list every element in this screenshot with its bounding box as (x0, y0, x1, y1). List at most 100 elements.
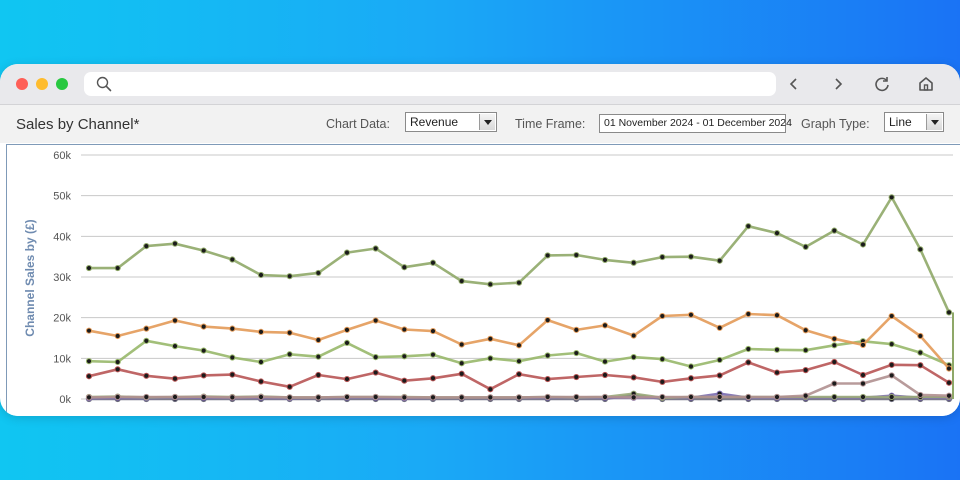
data-point (945, 392, 953, 399)
series-line (89, 195, 951, 313)
data-point (573, 349, 580, 357)
data-point (229, 394, 236, 401)
time-frame-value: 01 November 2024 - 01 December 2024 (604, 117, 792, 129)
data-point (401, 394, 408, 401)
chevron-left-icon[interactable] (784, 74, 804, 94)
chart-data-value: Revenue (410, 115, 459, 129)
data-point (85, 358, 93, 365)
data-point (773, 369, 781, 376)
data-point (487, 386, 494, 393)
data-point (544, 317, 551, 324)
maximize-window-button[interactable] (56, 78, 68, 90)
data-point (515, 358, 523, 365)
data-point (401, 377, 408, 384)
report-toolbar: Sales by Channel* Chart Data: Revenue Ti… (0, 105, 960, 143)
data-point (601, 358, 609, 365)
data-point (716, 356, 723, 364)
data-point (315, 336, 322, 344)
data-point (458, 370, 465, 377)
data-point (888, 312, 895, 320)
close-window-button[interactable] (16, 78, 28, 90)
data-point (659, 356, 666, 363)
data-point (888, 393, 895, 401)
data-point (659, 378, 666, 386)
data-point (114, 358, 121, 366)
minimize-window-button[interactable] (36, 78, 48, 90)
data-point (286, 329, 293, 336)
address-bar[interactable] (84, 72, 776, 96)
data-point (831, 358, 838, 366)
data-point (917, 246, 924, 253)
data-point (458, 394, 465, 401)
data-point (343, 375, 351, 383)
data-point (114, 393, 121, 401)
data-point (114, 264, 121, 272)
data-point (229, 256, 236, 263)
data-point (286, 273, 293, 280)
data-point (429, 327, 437, 335)
data-point (143, 337, 150, 344)
chart-data-select[interactable]: Revenue (405, 112, 497, 132)
data-point (315, 371, 322, 379)
data-point (315, 269, 322, 277)
data-point (229, 371, 236, 378)
graph-type-value: Line (889, 115, 912, 129)
chevron-right-icon[interactable] (828, 74, 848, 94)
data-point (200, 372, 207, 379)
graph-type-select[interactable]: Line (884, 112, 944, 132)
data-point (802, 367, 809, 374)
reload-icon[interactable] (872, 74, 892, 94)
browser-titlebar (0, 64, 960, 105)
sales-line-chart: 0k 10k 20k 30k 40k 50k 60k Channel Sales by (£) (23, 150, 954, 406)
time-frame-field[interactable]: 01 November 2024 - 01 December 2024 (599, 114, 792, 133)
home-icon[interactable] (916, 74, 936, 94)
data-point (200, 323, 207, 330)
y-tick-label: 10k (53, 353, 71, 365)
data-point (143, 242, 150, 250)
data-point (859, 371, 867, 379)
data-point (773, 229, 781, 237)
data-point (888, 372, 895, 379)
data-point (917, 362, 924, 369)
data-point (171, 343, 179, 350)
data-point (687, 363, 695, 370)
data-point (401, 326, 408, 333)
data-point (286, 383, 293, 390)
data-point (372, 317, 379, 324)
chevron-down-icon[interactable] (479, 114, 495, 130)
series-4 (85, 358, 953, 393)
data-point (888, 341, 895, 348)
data-point (171, 317, 179, 324)
y-axis-label: Channel Sales by (£) (23, 219, 37, 336)
data-point (143, 325, 150, 332)
data-point (687, 375, 695, 382)
data-point (143, 372, 150, 379)
data-point (716, 324, 723, 331)
data-point (85, 264, 93, 272)
data-point (143, 393, 150, 401)
data-point (257, 328, 265, 335)
data-point (515, 342, 523, 349)
series-5 (85, 372, 953, 401)
data-point (659, 253, 666, 261)
data-point (831, 227, 838, 234)
data-point (745, 345, 752, 353)
data-point (458, 277, 465, 285)
data-point (888, 361, 895, 368)
data-point (401, 264, 408, 271)
series-line (88, 374, 950, 399)
data-point (773, 312, 781, 319)
data-point (257, 271, 265, 279)
data-point (573, 373, 580, 381)
chevron-down-icon[interactable] (926, 114, 942, 130)
data-point (630, 332, 637, 339)
data-point (257, 358, 265, 366)
data-point (687, 393, 695, 401)
data-point (716, 393, 723, 401)
data-point (687, 311, 695, 318)
browser-window: Sales by Channel* Chart Data: Revenue Ti… (0, 64, 960, 416)
data-point (200, 247, 207, 254)
data-point (630, 259, 637, 266)
data-point (917, 391, 924, 399)
data-point (429, 394, 437, 401)
